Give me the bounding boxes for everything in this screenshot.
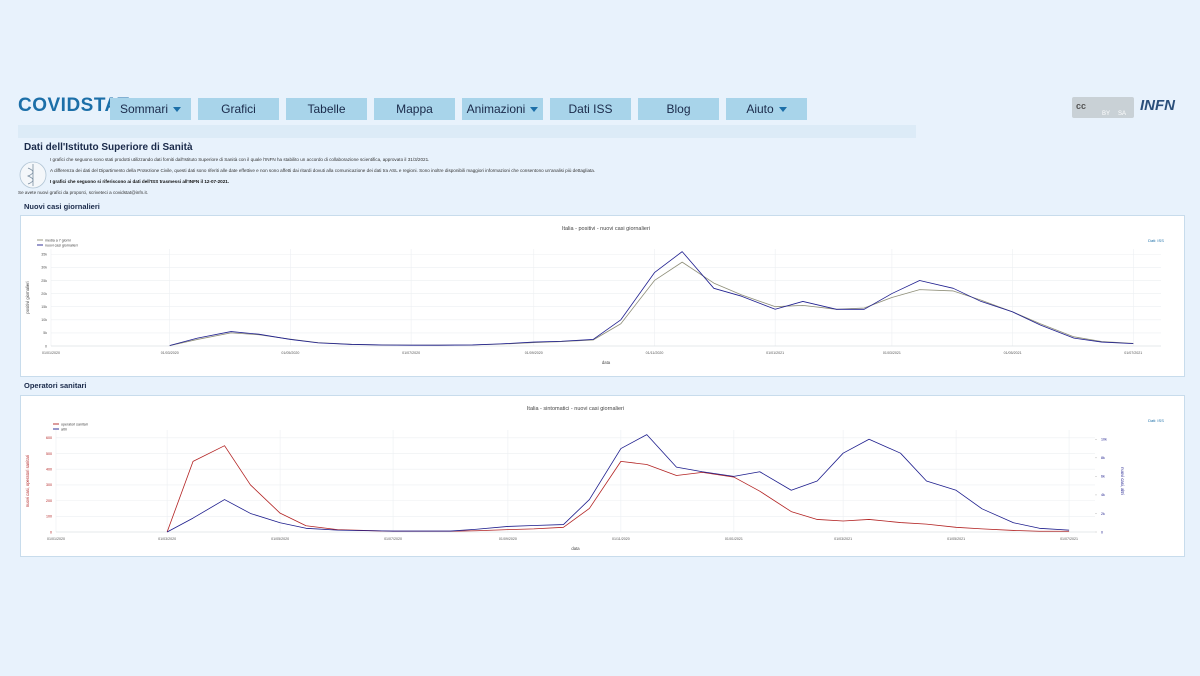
legend-label: operatori sanitari	[61, 422, 88, 426]
intro-title: Dati dell'Istituto Superiore di Sanità	[24, 142, 193, 153]
source-note: Dati: ISS	[1148, 238, 1164, 243]
section-title: Nuovi casi giornalieri	[24, 202, 100, 211]
x-tick-label: 01/07/2021	[1060, 537, 1078, 541]
series-line	[166, 434, 1070, 533]
y-tick-label: 25k	[41, 279, 47, 283]
y2-tick-label: 10k	[1101, 438, 1107, 442]
chart-panel: Italia - positivi - nuovi casi giornalie…	[20, 215, 1185, 377]
x-tick-label: 01/03/2021	[834, 537, 852, 541]
nav-button[interactable]: Grafici	[198, 98, 279, 120]
dropdown-caret	[173, 107, 181, 113]
nav-label: Sommari	[119, 102, 168, 116]
y-tick-label: 0	[50, 530, 52, 534]
intro-paragraph: I grafici che seguono si riferiscono ai …	[50, 179, 230, 184]
contact: Se avete nuovi grafici da proporci, scri…	[18, 190, 149, 195]
x-tick-label: 01/05/2021	[947, 537, 965, 541]
y2-tick-label: 6k	[1101, 475, 1105, 479]
chart-title: Italia - positivi - nuovi casi giornalie…	[562, 226, 650, 232]
nav-label: Dati ISS	[568, 102, 613, 116]
chart-panel: Italia - sintomatici - nuovi casi giorna…	[20, 395, 1185, 557]
chart-title: Italia - sintomatici - nuovi casi giorna…	[527, 406, 624, 412]
y-tick-label: 35k	[41, 253, 47, 257]
nav-button[interactable]: Aiuto	[726, 98, 807, 120]
y2-tick-label: 8k	[1101, 456, 1105, 460]
partner-logo[interactable]: INFN	[1140, 97, 1175, 114]
nav-underline	[18, 125, 916, 138]
legend-label: nuovi casi giornalieri	[45, 243, 78, 247]
nav-label: Animazioni	[466, 102, 526, 116]
y-tick-label: 10k	[41, 318, 47, 322]
sa-text: SA	[1118, 111, 1127, 117]
y-tick-label: 0	[45, 344, 47, 348]
license-badge[interactable]: cc BY SA	[1072, 97, 1134, 118]
nav-button[interactable]: Blog	[638, 98, 719, 120]
nav-label: Aiuto	[746, 102, 774, 116]
x-tick-label: 01/03/2020	[161, 351, 179, 355]
y2-axis-label: nuovi casi, altri	[1120, 467, 1125, 495]
series-line	[169, 251, 1134, 346]
x-tick-label: 01/05/2020	[281, 351, 299, 355]
nav-button[interactable]: Animazioni	[462, 98, 543, 120]
x-tick-label: 01/07/2020	[384, 537, 402, 541]
series-line	[166, 445, 1070, 533]
y-tick-label: 20k	[41, 292, 47, 296]
nav-button[interactable]: Dati ISS	[550, 98, 631, 120]
x-tick-label: 01/07/2020	[402, 351, 420, 355]
y-axis-label: nuovi casi, operatori sanitari	[25, 455, 30, 507]
x-tick-label: 01/03/2021	[883, 351, 901, 355]
intro-paragraph: A differenza dei dati del Dipartimento d…	[50, 168, 596, 173]
y-tick-label: 300	[46, 483, 52, 487]
x-tick-label: 01/07/2021	[1124, 351, 1142, 355]
x-tick-label: 01/09/2020	[499, 537, 517, 541]
x-tick-label: 01/11/2020	[612, 537, 630, 541]
x-tick-label: 01/01/2020	[47, 537, 65, 541]
chart: Italia - sintomatici - nuovi casi giorna…	[25, 406, 1164, 551]
iss-icon	[19, 161, 47, 189]
x-tick-label: 01/05/2021	[1004, 351, 1022, 355]
x-axis-label: data	[571, 546, 580, 551]
chart: Italia - positivi - nuovi casi giornalie…	[25, 226, 1164, 365]
x-tick-label: 01/01/2021	[725, 537, 743, 541]
nav-label: Blog	[666, 102, 691, 116]
x-tick-label: 01/03/2020	[158, 537, 176, 541]
y-tick-label: 100	[46, 515, 52, 519]
y-tick-label: 600	[46, 436, 52, 440]
intro-paragraph: I grafici che seguono sono stati prodott…	[50, 157, 430, 162]
y-tick-label: 5k	[43, 331, 47, 335]
y-tick-label: 30k	[41, 266, 47, 270]
by-text: BY	[1102, 111, 1111, 117]
x-tick-label: 01/01/2021	[766, 351, 784, 355]
logo[interactable]: COVIDSTAT	[18, 95, 130, 116]
y2-tick-label: 2k	[1101, 512, 1105, 516]
y2-tick-label: 4k	[1101, 493, 1105, 497]
legend-label: altri	[61, 427, 67, 431]
x-tick-label: 01/11/2020	[646, 351, 664, 355]
y-tick-label: 400	[46, 468, 52, 472]
x-tick-label: 01/09/2020	[525, 351, 543, 355]
nav-button[interactable]: Mappa	[374, 98, 455, 120]
y2-tick-label: 0	[1101, 530, 1103, 534]
y-axis-label: positivi giornalieri	[25, 281, 30, 313]
dropdown-caret	[530, 107, 539, 113]
x-tick-label: 01/05/2020	[271, 537, 289, 541]
nav-label: Mappa	[396, 102, 433, 116]
y-tick-label: 15k	[41, 305, 47, 309]
nav-button[interactable]: Sommari	[110, 98, 191, 120]
nav-label: Grafici	[221, 102, 256, 116]
y-tick-label: 200	[46, 499, 52, 503]
dropdown-caret	[778, 107, 787, 113]
y-tick-label: 500	[46, 452, 52, 456]
x-axis-label: data	[602, 360, 611, 365]
cc-text: cc	[1076, 101, 1087, 111]
section-title: Operatori sanitari	[24, 381, 87, 390]
nav-label: Tabelle	[307, 102, 346, 116]
legend-label: media a 7 giorni	[45, 238, 71, 242]
x-tick-label: 01/01/2020	[42, 351, 60, 355]
nav-button[interactable]: Tabelle	[286, 98, 367, 120]
source-note: Dati: ISS	[1148, 418, 1164, 423]
